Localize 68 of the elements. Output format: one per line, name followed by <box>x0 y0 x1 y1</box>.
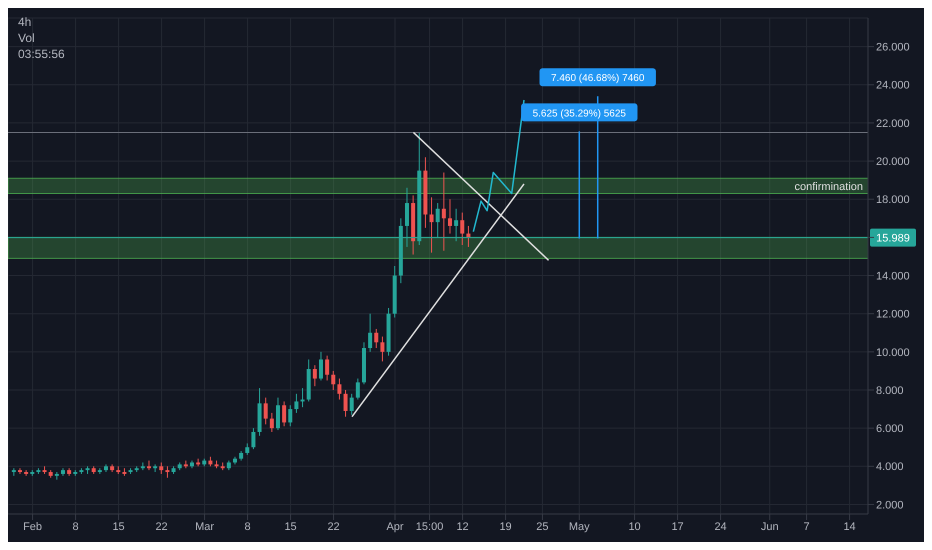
x-tick-label: 22 <box>327 520 340 533</box>
x-tick-label: Feb <box>23 520 42 533</box>
x-tick-label: 10 <box>628 520 641 533</box>
candlestick <box>442 172 446 252</box>
x-tick-label: 12 <box>456 520 469 533</box>
x-tick-label: 14 <box>843 520 856 533</box>
annotation: Vol <box>18 30 36 46</box>
x-tick-label: 8 <box>244 520 251 533</box>
candlestick <box>165 466 170 478</box>
candlestick <box>294 393 298 414</box>
series-label: 7.460 (46.68%) 7460 <box>551 73 645 84</box>
series-label: 5.625 (35.29%) 5625 <box>532 108 626 120</box>
y-tick-label: 10.000 <box>876 346 910 359</box>
candlestick <box>300 388 305 408</box>
y-tick-label: 26.000 <box>876 42 910 54</box>
candlestick <box>374 328 378 349</box>
y-tick-label: 6.000 <box>876 423 904 436</box>
ref-line-label: 15.989 <box>876 232 910 245</box>
y-tick-label: 20.000 <box>876 156 910 168</box>
x-tick-label: Apr <box>386 520 404 533</box>
x-tick-label: 24 <box>714 520 727 533</box>
x-tick-label: 15 <box>112 520 125 533</box>
x-tick-label: May <box>568 520 590 533</box>
y-tick-label: 18.000 <box>876 194 910 206</box>
candlestick <box>226 460 231 471</box>
candlestick <box>264 397 268 425</box>
x-tick-label: 15 <box>284 520 297 533</box>
candlestick <box>239 450 244 462</box>
candlestick <box>325 355 330 381</box>
candlestick <box>331 370 336 390</box>
y-tick-label: 2.000 <box>876 499 904 512</box>
candlestick <box>208 456 212 467</box>
candlestick <box>276 397 280 431</box>
candlestick <box>448 198 452 234</box>
candlestick <box>312 364 317 387</box>
candlestick <box>288 404 292 427</box>
y-tick-label: 12.000 <box>876 308 910 321</box>
chart-title: 4h <box>18 14 32 30</box>
candlestick <box>460 212 464 246</box>
x-tick-label: 15:00 <box>416 520 444 533</box>
candlestick <box>356 378 360 400</box>
candlestick <box>368 313 372 352</box>
y-tick-label: 24.000 <box>876 80 910 92</box>
candlestick <box>245 442 250 456</box>
x-tick-label: 8 <box>72 520 79 533</box>
x-tick-label: Mar <box>195 520 214 533</box>
candlestick <box>350 393 354 416</box>
candlestick <box>380 336 384 362</box>
y-tick-label: 14.000 <box>876 270 910 282</box>
candlestick <box>270 412 274 432</box>
x-tick-label: 19 <box>499 520 512 533</box>
candlestick <box>318 351 323 381</box>
y-tick-label: 22.000 <box>876 118 910 130</box>
band-label: confirmination <box>794 180 863 193</box>
y-tick-label: 4.000 <box>876 461 904 474</box>
candlestick <box>430 196 434 254</box>
x-tick-label: Jun <box>760 520 779 533</box>
candlestick <box>282 400 286 427</box>
annotation: 03:55:56 <box>18 46 65 62</box>
x-tick-label: 7 <box>804 520 810 533</box>
candlestick <box>251 428 256 450</box>
x-tick-label: 17 <box>671 520 684 533</box>
candlestick <box>344 390 348 418</box>
y-tick-label: 8.000 <box>876 384 904 397</box>
x-tick-label: 22 <box>155 520 168 533</box>
x-tick-label: 25 <box>536 520 549 533</box>
candlestick <box>337 378 342 400</box>
candlestick <box>159 462 164 474</box>
